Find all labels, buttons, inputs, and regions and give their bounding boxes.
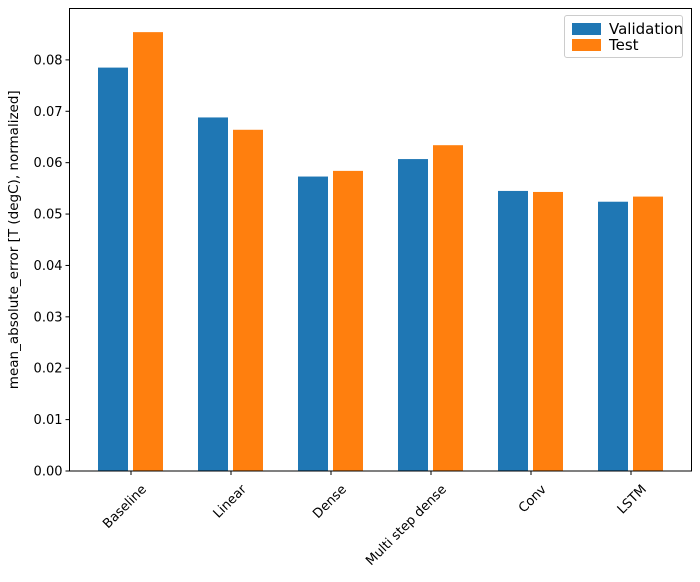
- bar-validation-conv: [498, 190, 528, 472]
- bar-validation-dense: [298, 176, 328, 471]
- y-tick-label-0.00: 0.00: [34, 465, 63, 480]
- bar-validation-linear: [198, 117, 228, 471]
- y-tick-label-0.03: 0.03: [34, 310, 63, 325]
- validation-series-swatch-icon: [572, 23, 601, 35]
- y-tick-label-0.08: 0.08: [34, 53, 63, 68]
- x-tick-label-linear: Linear: [211, 482, 251, 522]
- y-tick-label-0.02: 0.02: [34, 362, 63, 377]
- bar-test-linear: [233, 129, 263, 471]
- y-tick-label-0.07: 0.07: [34, 105, 63, 120]
- legend-item-test: Test: [572, 37, 676, 53]
- y-tick-label-0.06: 0.06: [34, 156, 63, 171]
- bar-validation-lstm: [598, 201, 628, 471]
- bar-validation-baseline: [98, 67, 128, 471]
- bar-validation-multi-step-dense: [398, 159, 428, 471]
- plot-border: [69, 8, 692, 472]
- legend-label-test: Test: [609, 36, 639, 54]
- legend-item-validation: Validation: [572, 21, 683, 37]
- test-series-swatch-icon: [572, 39, 601, 51]
- x-tick-label-lstm: LSTM: [615, 482, 650, 517]
- y-axis-title: mean_absolute_error [T (degC), normalize…: [6, 90, 22, 389]
- y-tick-label-0.04: 0.04: [34, 259, 63, 274]
- y-tick-label-0.05: 0.05: [34, 208, 63, 223]
- bar-test-baseline: [133, 32, 163, 472]
- y-tick-label-0.01: 0.01: [34, 413, 63, 428]
- x-tick-label-conv: Conv: [516, 482, 550, 516]
- legend-label-validation: Validation: [609, 20, 684, 38]
- bar-test-lstm: [633, 196, 663, 472]
- legend: Validation Test: [564, 15, 683, 58]
- bar-test-multi-step-dense: [433, 145, 463, 471]
- x-tick-label-baseline: Baseline: [100, 482, 150, 532]
- x-tick-label-multi-step-dense: Multi step dense: [363, 482, 450, 569]
- x-tick-label-dense: Dense: [310, 482, 350, 522]
- bar-test-dense: [333, 170, 363, 471]
- bar-test-conv: [533, 191, 563, 472]
